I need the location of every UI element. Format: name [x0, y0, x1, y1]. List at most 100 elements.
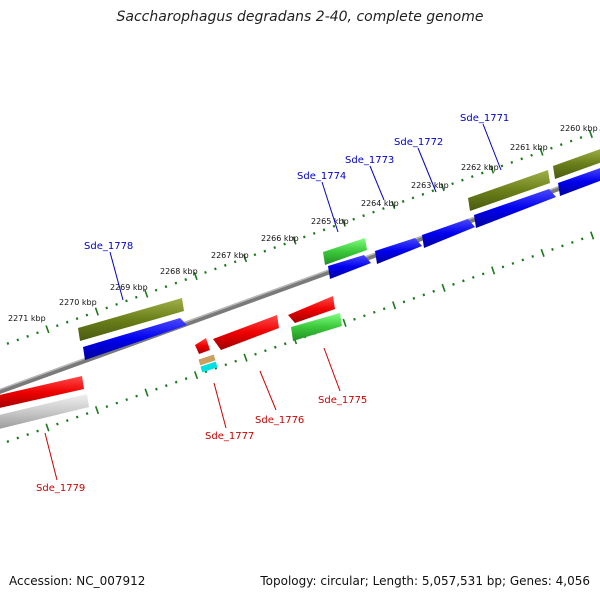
- forward-cds-arrow[interactable]: [422, 219, 475, 248]
- minor-tick: [125, 299, 128, 303]
- minor-tick: [264, 349, 267, 353]
- small-feature-cyan[interactable]: [200, 361, 218, 373]
- green-feature-bar[interactable]: [323, 238, 367, 265]
- minor-tick: [322, 228, 326, 232]
- reverse-gene-labels: Sde_1779 Sde_1777 Sde_1776 Sde_1775: [36, 347, 367, 494]
- minor-tick: [184, 278, 188, 282]
- major-tick: [144, 388, 149, 397]
- minor-tick: [382, 307, 386, 311]
- major-tick: [193, 271, 198, 281]
- minor-tick: [56, 422, 59, 426]
- minor-tick: [6, 440, 10, 443]
- minor-tick: [401, 199, 405, 203]
- minor-tick: [550, 146, 553, 150]
- major-tick: [94, 406, 100, 415]
- minor-tick: [115, 302, 118, 306]
- major-tick: [292, 236, 297, 245]
- kbp-label: 2265 kbp: [311, 217, 349, 226]
- green-feature-bar[interactable]: [291, 313, 342, 341]
- minor-tick: [36, 331, 39, 335]
- gene-label[interactable]: Sde_1778: [84, 241, 133, 252]
- gene-label-connector: [369, 165, 385, 201]
- gene-label[interactable]: Sde_1775: [318, 395, 367, 406]
- olive-feature-bar[interactable]: [553, 148, 600, 179]
- minor-tick: [470, 175, 474, 179]
- gray-feature-bar[interactable]: [0, 394, 89, 430]
- gene-label[interactable]: Sde_1771: [460, 113, 509, 124]
- minor-tick: [26, 433, 30, 437]
- minor-tick: [283, 242, 286, 246]
- kbp-label: 2263 kbp: [411, 181, 449, 190]
- major-tick: [539, 147, 544, 156]
- minor-tick: [312, 231, 316, 235]
- major-tick: [590, 231, 595, 240]
- minor-tick: [273, 246, 277, 250]
- minor-tick: [561, 244, 564, 248]
- minor-tick: [224, 363, 228, 367]
- minor-tick: [254, 352, 257, 356]
- minor-tick: [432, 289, 436, 293]
- reverse-cds-arrow[interactable]: [213, 315, 279, 350]
- major-tick: [440, 183, 445, 192]
- minor-tick: [461, 178, 464, 182]
- major-tick: [491, 266, 496, 275]
- minor-tick: [75, 415, 79, 419]
- gene-label[interactable]: Sde_1779: [36, 483, 85, 494]
- minor-tick: [580, 237, 584, 241]
- olive-feature-bar[interactable]: [468, 170, 550, 211]
- gene-label[interactable]: Sde_1772: [394, 137, 443, 148]
- minor-tick: [204, 270, 207, 274]
- minor-tick: [105, 306, 109, 310]
- gene-label[interactable]: Sde_1773: [345, 155, 394, 166]
- minor-tick: [223, 263, 227, 267]
- minor-tick: [362, 214, 365, 218]
- minor-tick: [253, 253, 257, 257]
- forward-cds-arrow[interactable]: [83, 318, 187, 360]
- small-feature-tan[interactable]: [198, 354, 216, 366]
- major-tick: [45, 325, 50, 334]
- minor-tick: [135, 394, 138, 398]
- forward-cds-arrow[interactable]: [558, 167, 600, 196]
- minor-tick: [551, 247, 554, 251]
- reverse-cds-arrow[interactable]: [195, 338, 210, 354]
- reverse-cds-arrow[interactable]: [288, 296, 335, 323]
- kbp-label: 2266 kbp: [261, 234, 299, 243]
- minor-tick: [570, 240, 574, 244]
- gene-label[interactable]: Sde_1774: [297, 171, 346, 182]
- minor-tick: [174, 281, 178, 285]
- forward-cds-arrow[interactable]: [375, 238, 422, 264]
- major-tick: [391, 200, 396, 210]
- minor-tick: [500, 164, 504, 168]
- minor-tick: [510, 160, 514, 164]
- olive-feature-bar[interactable]: [78, 298, 184, 341]
- major-tick: [243, 353, 248, 362]
- kbp-label: 2270 kbp: [59, 298, 97, 307]
- minor-tick: [115, 401, 119, 405]
- gene-label-connector: [44, 432, 58, 481]
- minor-tick: [234, 359, 238, 363]
- minor-tick: [511, 261, 515, 265]
- minor-tick: [233, 260, 237, 264]
- minor-tick: [214, 267, 217, 271]
- minor-tick: [154, 288, 158, 292]
- major-tick: [441, 283, 446, 292]
- minor-tick: [55, 324, 59, 328]
- major-tick: [193, 371, 199, 380]
- minor-tick: [85, 313, 89, 317]
- minor-tick: [332, 224, 336, 228]
- forward-cds-arrow[interactable]: [474, 189, 556, 228]
- major-tick: [45, 423, 50, 432]
- major-tick: [242, 254, 248, 263]
- minor-tick: [481, 272, 485, 276]
- gene-label[interactable]: Sde_1777: [205, 431, 254, 442]
- gene-label[interactable]: Sde_1776: [255, 415, 304, 426]
- minor-tick: [471, 275, 475, 279]
- minor-tick: [421, 192, 425, 196]
- minor-tick: [402, 300, 406, 304]
- reverse-cds-arrow[interactable]: [0, 376, 84, 409]
- minor-tick: [283, 342, 287, 346]
- kbp-label: 2260 kbp: [560, 124, 598, 133]
- major-tick: [392, 301, 397, 310]
- forward-cds-arrow[interactable]: [328, 255, 371, 279]
